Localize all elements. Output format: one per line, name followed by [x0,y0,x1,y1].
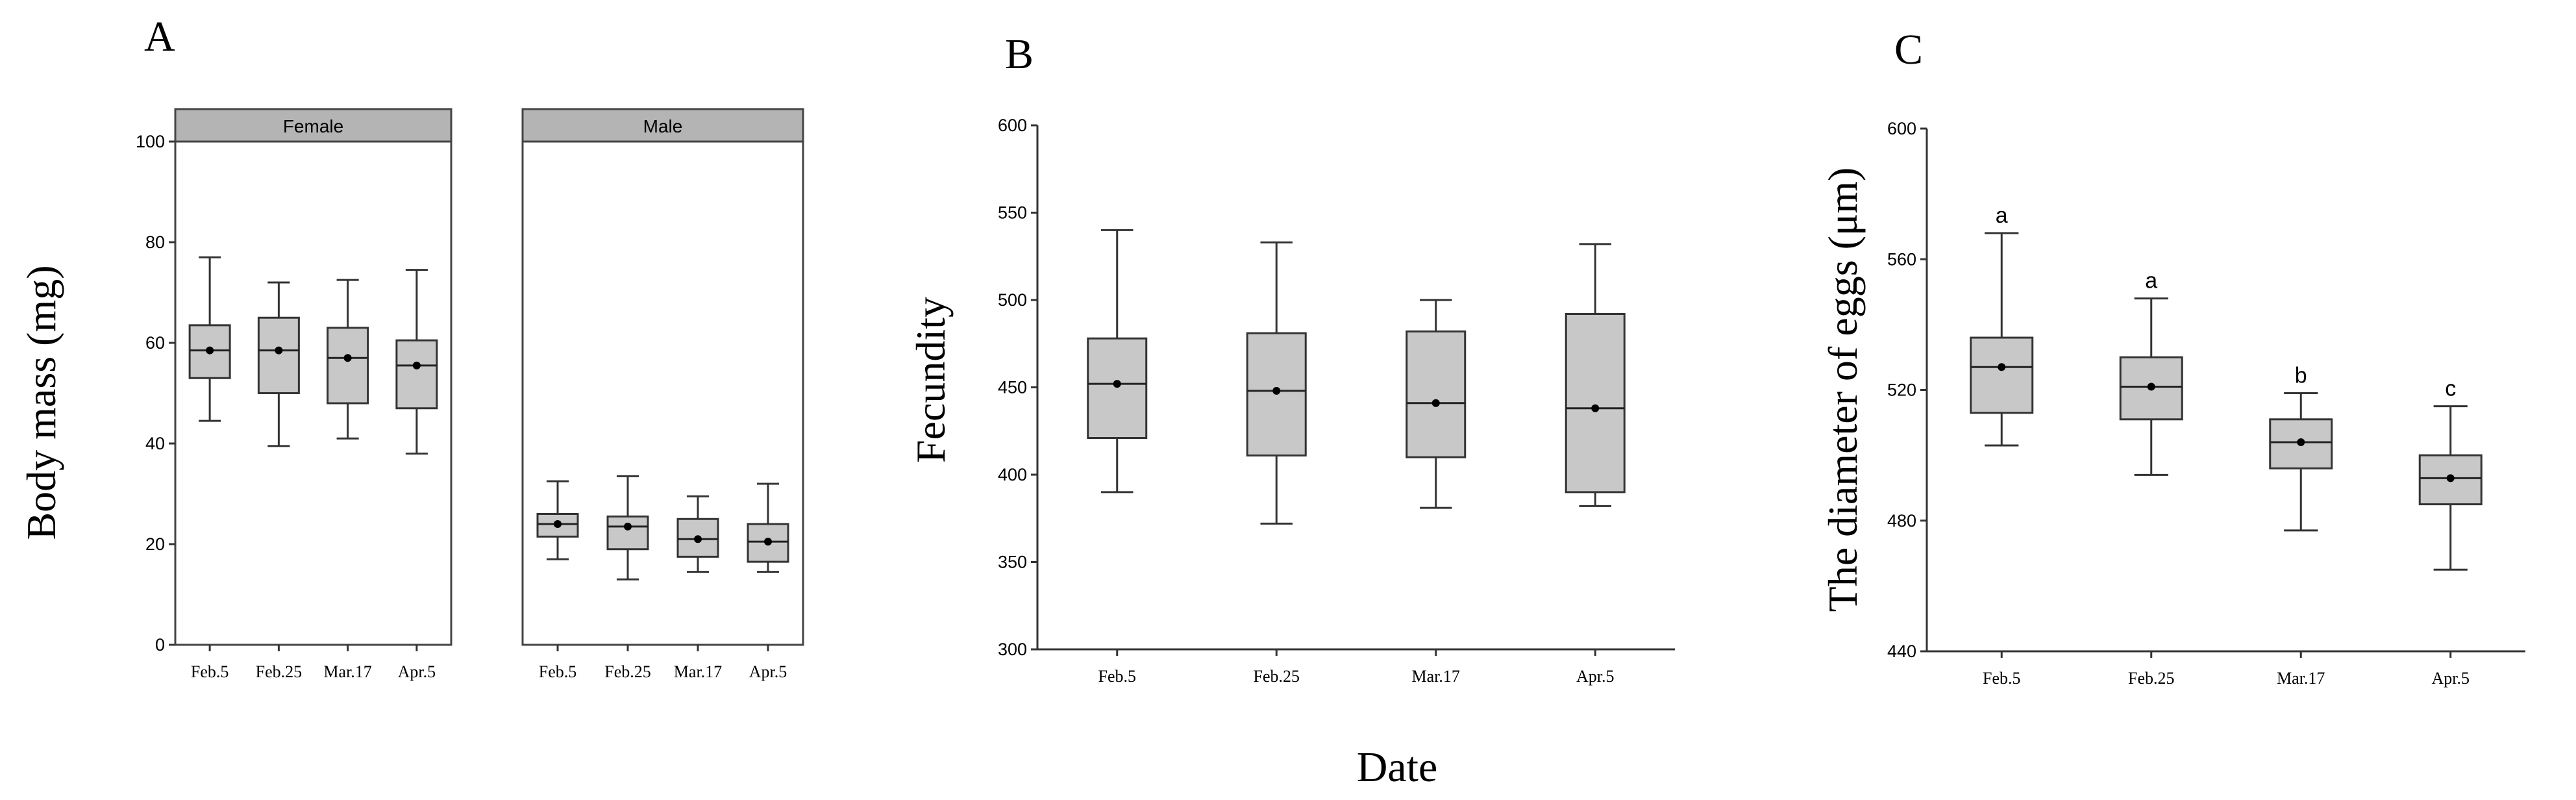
panel-b-box [1087,337,1148,440]
panel-a-female-ytick-label: 100 [136,132,165,151]
panel-c-mean-point [2446,474,2455,482]
panel-c-ytick-label: 440 [1887,642,1916,661]
panel-a-male-mean-point [764,538,772,546]
panel-a-male-mean-point [624,522,632,531]
panel-c-significance-letter: a [2145,269,2157,294]
panel-b-mean-point [1272,386,1281,395]
panel-a-female-xtick-label: Feb.5 [191,662,229,681]
panel-c-ytick-label: 560 [1887,249,1916,269]
panel-b-ylabel: Fecundity [908,297,954,463]
panel-a-female-ytick-label: 80 [145,232,165,252]
panel-a-female-xtick-label: Feb.25 [256,662,303,681]
panel-c-xtick-label: Feb.25 [2128,669,2175,688]
shared-xlabel: Date [1357,744,1438,791]
panel-b-mean-point [1113,380,1121,388]
panel-b-ytick-label: 450 [998,378,1027,397]
panel-c: 440 480 520 560 600 Feb.5 a Feb.25 a Mar.17 b Apr.5… [1887,119,2525,688]
panel-a-male-frame [521,140,804,646]
panel-letter-a: A [144,13,175,60]
panel-b-ytick-label: 600 [998,116,1027,135]
panel-c-ytick-label: 600 [1887,119,1916,138]
panel-a-female-box [327,327,369,405]
panel-c-significance-letter: a [1996,203,2008,228]
panel-c-ytick-label: 480 [1887,511,1916,531]
panel-c-mean-point [1998,363,2006,371]
panel-c-xtick-label: Feb.5 [1983,669,2021,688]
panel-a-male-mean-point [554,520,562,528]
panel-c-box [1970,336,2034,414]
panel-a-female-ytick-label: 60 [145,333,165,353]
panel-c-xtick-label: Apr.5 [2432,669,2470,688]
panel-a-female-mean-point [275,346,283,355]
panel-b-ytick-label: 550 [998,203,1027,223]
panel-a-male-strip-label: Male [643,116,683,136]
panel-a-ylabel: Body mass (mg) [18,265,64,540]
panel-a-female-ytick-label: 40 [145,434,165,453]
panel-a-male-xtick-label: Feb.5 [539,662,577,681]
panel-a-female-ytick-label: 20 [145,534,165,554]
panel-c-significance-letter: c [2445,377,2456,401]
panel-a-male-box [606,515,649,551]
panel-a-female-xtick-label: Apr.5 [398,662,436,681]
panel-b-ytick-label: 350 [998,553,1027,572]
panel-a-female-mean-point [206,346,214,355]
panel-a-female-ytick-label: 0 [155,635,165,655]
panel-b-xtick-label: Feb.5 [1098,667,1137,686]
panel-b-xtick-label: Feb.25 [1254,667,1300,686]
panel-b-xtick-label: Mar.17 [1412,667,1460,686]
panel-c-ylabel: The diameter of eggs (μm) [1820,168,1866,612]
panel-letter-b: B [1005,31,1034,78]
panel-c-significance-letter: b [2295,364,2307,388]
panel-c-xtick-label: Mar.17 [2277,669,2325,688]
panel-a-female: Female 0 20 40 60 80 100 Feb.5 Feb.25 Mar.17 Apr.5 [136,108,452,681]
panel-a-male-xtick-label: Mar.17 [674,662,722,681]
plots-layer: Female 0 20 40 60 80 100 Feb.5 Feb.25 Mar.17 Apr.5… [136,108,2525,688]
panel-a-female-box [257,316,300,394]
panel-a-male-mean-point [694,535,702,544]
panel-c-ytick-label: 520 [1887,381,1916,400]
panel-a-male-xtick-label: Apr.5 [749,662,787,681]
panel-b-ytick-label: 500 [998,290,1027,310]
panel-b-box [1406,330,1467,458]
panel-a-female-mean-point [412,361,421,369]
panel-letter-c: C [1894,26,1923,73]
panel-b: 300 350 400 450 500 550 600 Feb.5 Feb.25 Mar.17 Ap… [998,116,1675,686]
panel-b-box [1565,313,1626,494]
panel-c-mean-point [2297,438,2305,446]
panel-c-mean-point [2147,382,2155,391]
panel-a-male-strip [521,108,804,143]
panel-b-ytick-label: 400 [998,465,1027,484]
panel-b-mean-point [1431,399,1440,407]
panel-a-female-strip [174,108,452,143]
panel-b-xtick-label: Apr.5 [1576,667,1615,686]
panel-a-male-xtick-label: Feb.25 [604,662,651,681]
panel-a-male: Male Feb.5 Feb.25 Mar.17 Apr.5 [521,108,804,681]
panel-a-female-mean-point [343,354,352,362]
panel-a-female-box [395,339,438,410]
panel-a-female-strip-label: Female [283,116,343,136]
panel-a-female-xtick-label: Mar.17 [323,662,371,681]
panel-b-mean-point [1591,404,1600,412]
panel-b-ytick-label: 300 [998,640,1027,659]
